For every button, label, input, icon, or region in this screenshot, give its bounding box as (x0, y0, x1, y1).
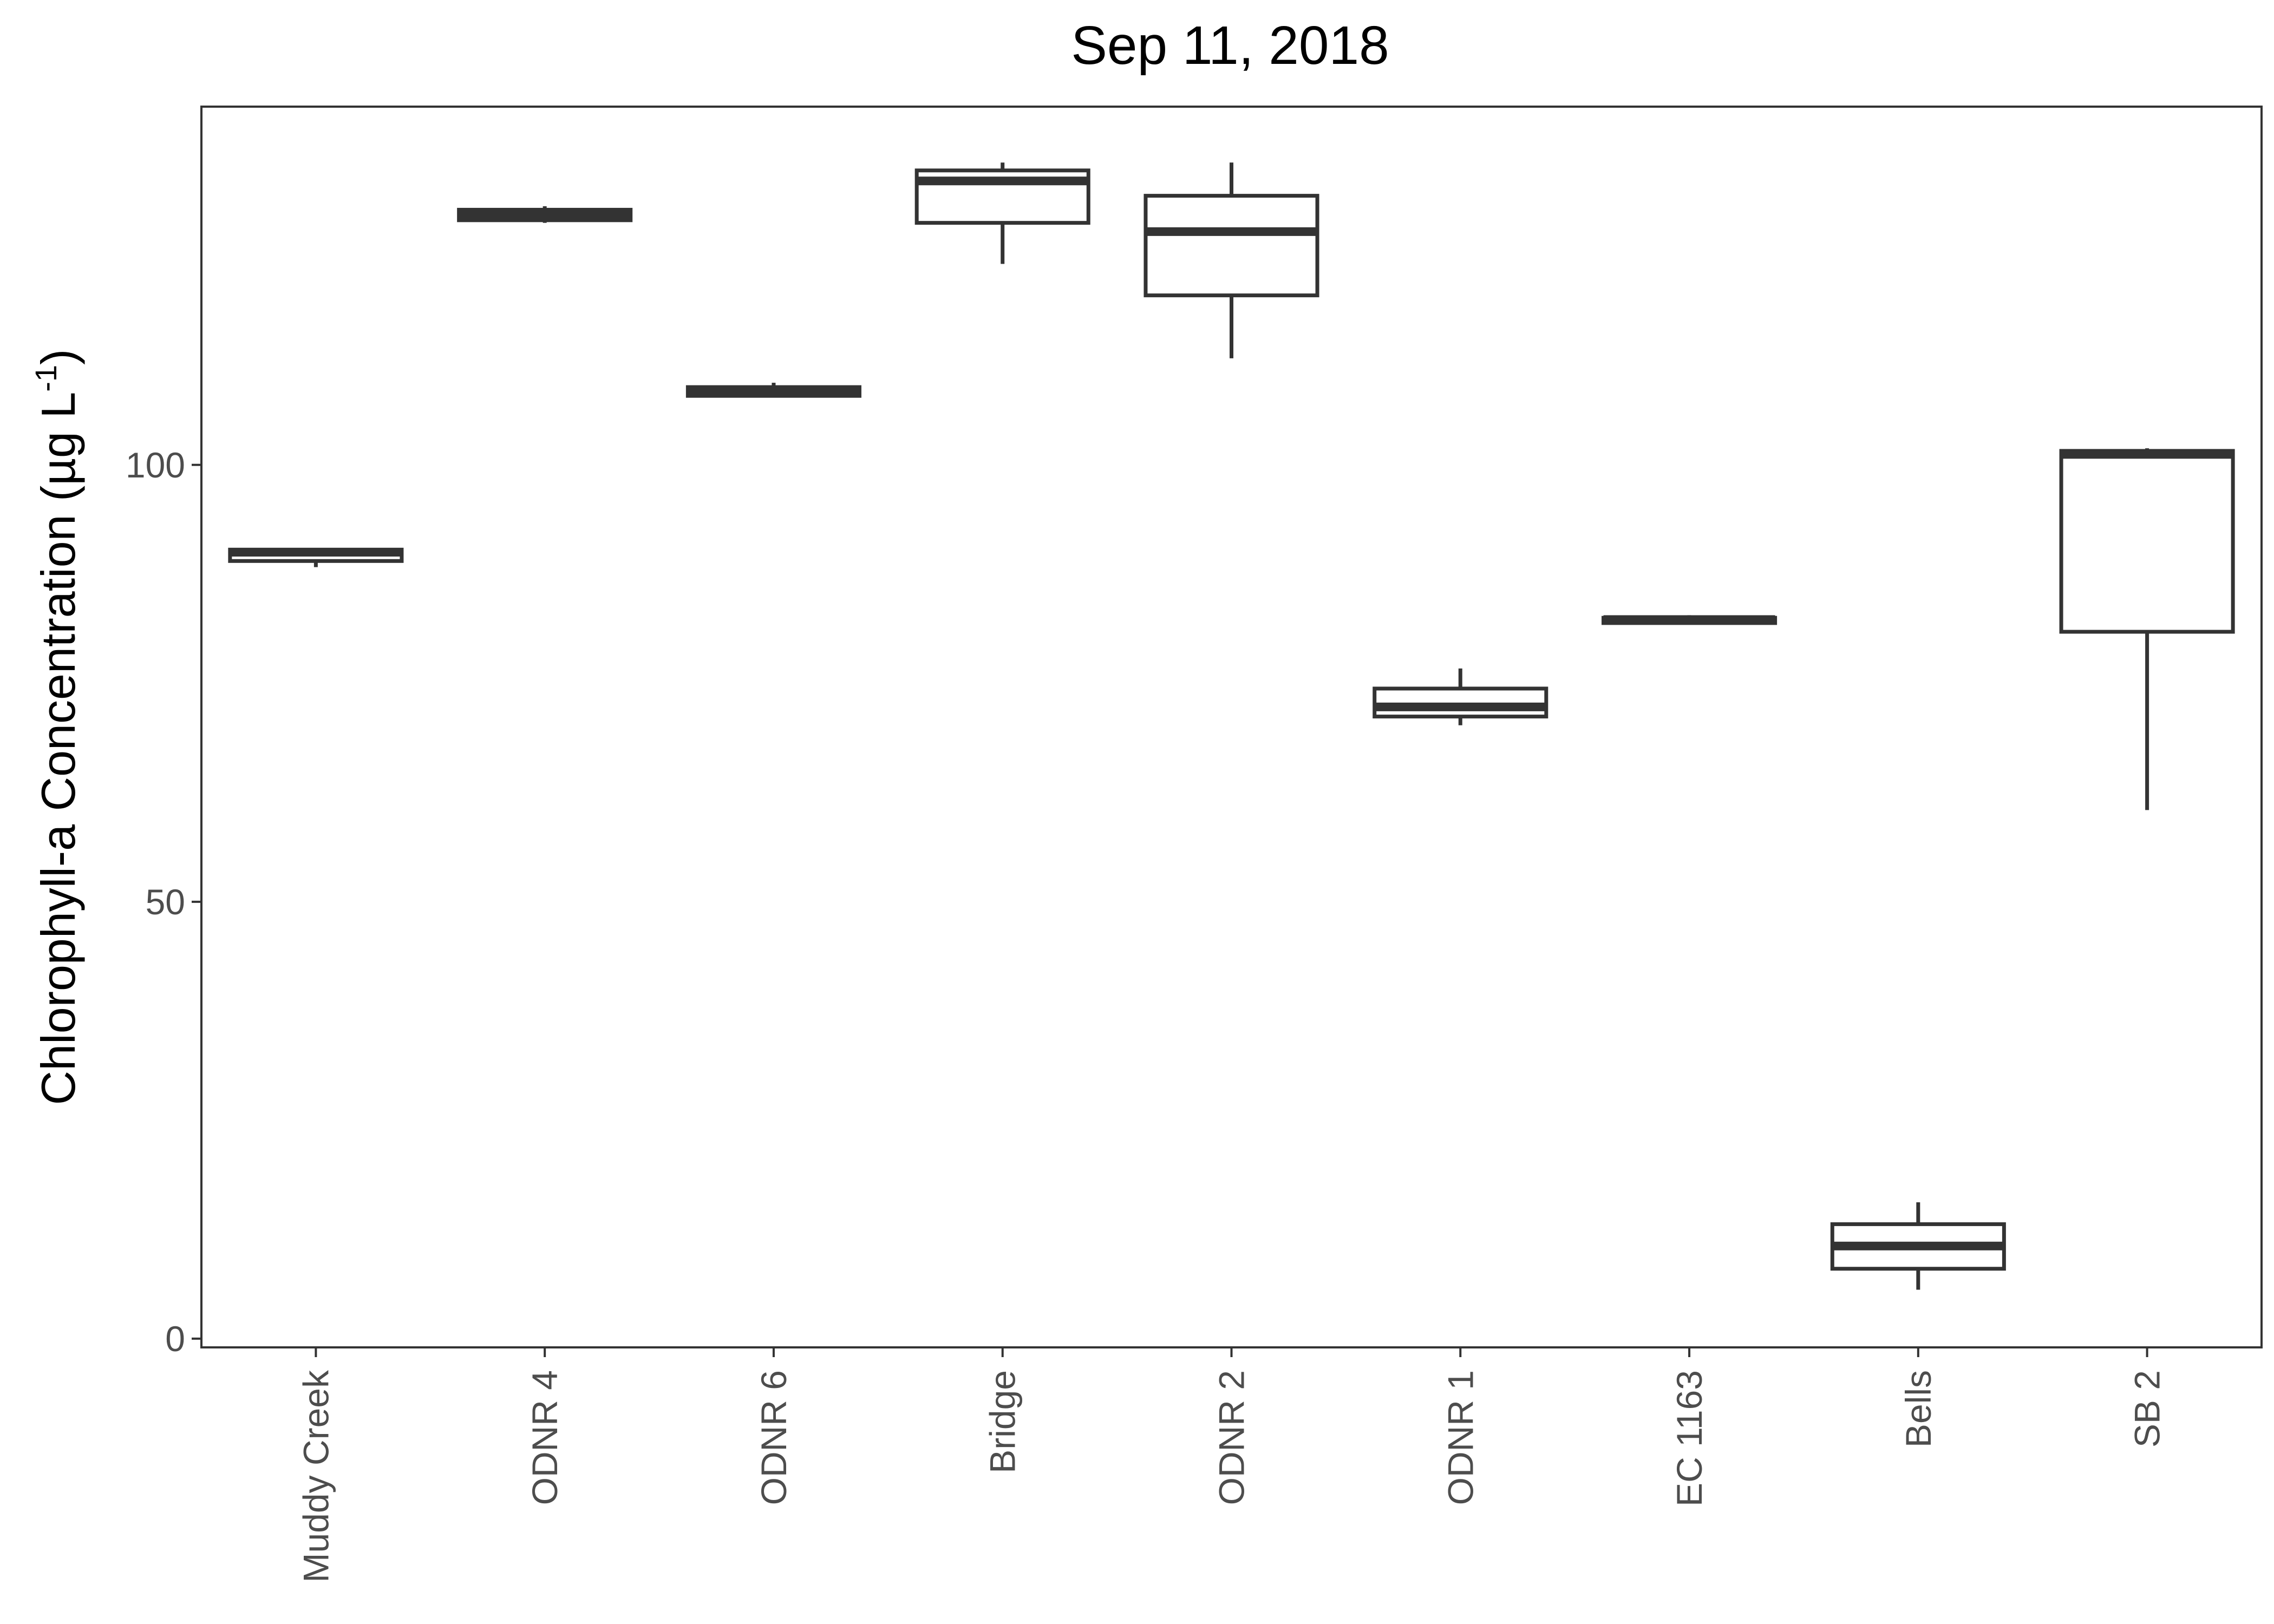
y-axis-title: Chlorophyll-a Concentration (µg L-1) (29, 349, 85, 1105)
box-odnr-6 (685, 383, 861, 398)
box-odnr-1 (1373, 668, 1548, 725)
x-tick-label-odnr-4: ODNR 4 (525, 1370, 565, 1505)
y-axis-title-suffix: ) (31, 349, 85, 365)
x-tick-label-odnr-6: ODNR 6 (754, 1370, 794, 1505)
y-tick-label-0: 0 (165, 1319, 185, 1359)
box-bridge (914, 162, 1090, 264)
box-bells (1830, 1202, 2006, 1290)
box-sb-2 (2059, 448, 2235, 810)
x-tick-label-odnr-1: ODNR 1 (1440, 1370, 1480, 1505)
box-ec-1163 (1602, 615, 1778, 625)
y-tick-label-50: 50 (146, 882, 185, 922)
iqr-box-sb-2 (2059, 449, 2235, 634)
x-tick-label-bridge: Bridge (983, 1370, 1023, 1474)
x-axis: Muddy Creek ODNR 4 ODNR 6 Bridge ODNR 2 ODNR … (296, 1347, 2167, 1583)
box-series (228, 162, 2235, 1290)
chart-title: Sep 11, 2018 (1071, 15, 1389, 76)
box-odnr-4 (457, 206, 633, 223)
y-axis-title-superscript: -1 (29, 365, 63, 392)
iqr-box-odnr-1 (1373, 686, 1548, 719)
y-tick-label-100: 100 (126, 445, 185, 485)
y-axis: 0 50 100 (126, 445, 201, 1359)
box-odnr-2 (1143, 162, 1319, 358)
iqr-box-odnr-2 (1143, 194, 1319, 298)
x-tick-label-sb-2: SB 2 (2127, 1370, 2167, 1448)
x-tick-label-ec-1163: EC 1163 (1669, 1370, 1709, 1507)
y-axis-title-prefix: Chlorophyll-a Concentration (µg L (31, 392, 85, 1105)
x-tick-label-muddy-creek: Muddy Creek (296, 1370, 336, 1582)
x-tick-label-odnr-2: ODNR 2 (1212, 1370, 1252, 1505)
x-tick-label-bells: Bells (1898, 1370, 1938, 1448)
box-muddy-creek (228, 547, 404, 567)
